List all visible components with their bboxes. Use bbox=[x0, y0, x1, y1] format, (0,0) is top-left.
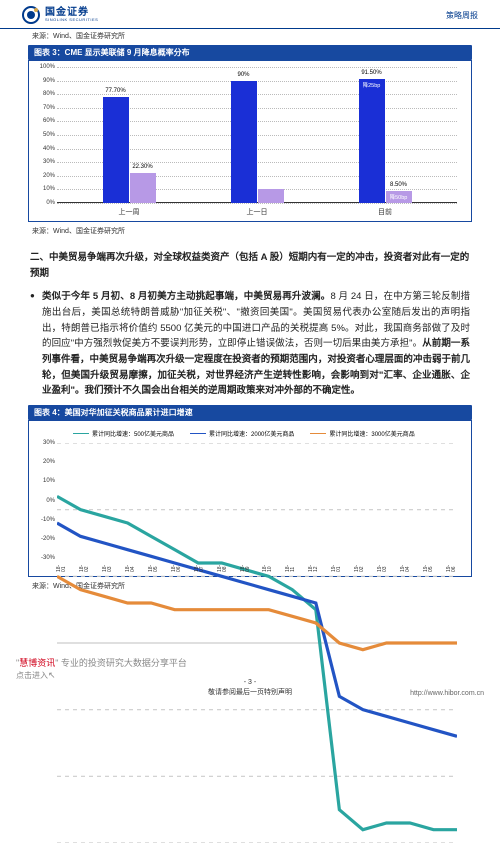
source-line-1: 来源：Wind、国金证券研究所 bbox=[0, 29, 500, 43]
section-2-text: 二、中美贸易争端再次升级，对全球权益类资产（包括 A 股）短期内有一定的冲击，投… bbox=[30, 250, 470, 399]
source-line-2: 来源：Wind、国金证券研究所 bbox=[0, 224, 500, 238]
pointer-icon: ↖ bbox=[48, 670, 56, 680]
brand-name-en: SINOLINK SECURITIES bbox=[45, 18, 98, 22]
chart-4-section: 图表 4：美国对华加征关税商品累计进口增速 累计同比增速：500亿美元商品累计同… bbox=[28, 405, 472, 577]
chart-4-canvas: 累计同比增速：500亿美元商品累计同比增速：2000亿美元商品累计同比增速：30… bbox=[33, 427, 467, 572]
footer-brand: 慧博资讯 bbox=[19, 658, 55, 668]
line-chart-svg bbox=[57, 443, 457, 843]
section-2-heading: 二、中美贸易争端再次升级，对全球权益类资产（包括 A 股）短期内有一定的冲击，投… bbox=[30, 250, 470, 281]
brand-logo: 国金证券 SINOLINK SECURITIES bbox=[22, 6, 98, 24]
logo-icon bbox=[22, 6, 40, 24]
report-type: 策略周报 bbox=[446, 10, 478, 21]
section-2-body: 类似于今年 5 月初、8 月初美方主动挑起事端，中美贸易再升波澜。8 月 24 … bbox=[30, 289, 470, 399]
footer-url: http://www.hibor.com.cn bbox=[410, 690, 484, 697]
chart-4-title: 图表 4：美国对华加征关税商品累计进口增速 bbox=[28, 405, 472, 420]
page-header: 国金证券 SINOLINK SECURITIES 策略周报 bbox=[0, 0, 500, 29]
chart-3-box: 0%10%20%30%40%50%60%70%80%90%100%77.70%2… bbox=[28, 60, 472, 222]
chart-4-legend: 累计同比增速：500亿美元商品累计同比增速：2000亿美元商品累计同比增速：30… bbox=[73, 429, 415, 438]
page-number: - 3 - bbox=[16, 679, 484, 686]
page-footer: "慧博资讯" 专业的投资研究大数据分享平台 点击进入↖ - 3 - 敬请参阅最后… bbox=[0, 652, 500, 707]
footer-promo: "慧博资讯" 专业的投资研究大数据分享平台 bbox=[16, 656, 484, 669]
chart-3-canvas: 0%10%20%30%40%50%60%70%80%90%100%77.70%2… bbox=[33, 67, 467, 217]
chart-3-section: 图表 3：CME 显示美联储 9 月降息概率分布 0%10%20%30%40%5… bbox=[28, 45, 472, 222]
chart-3-title: 图表 3：CME 显示美联储 9 月降息概率分布 bbox=[28, 45, 472, 60]
chart-4-box: 累计同比增速：500亿美元商品累计同比增速：2000亿美元商品累计同比增速：30… bbox=[28, 420, 472, 577]
